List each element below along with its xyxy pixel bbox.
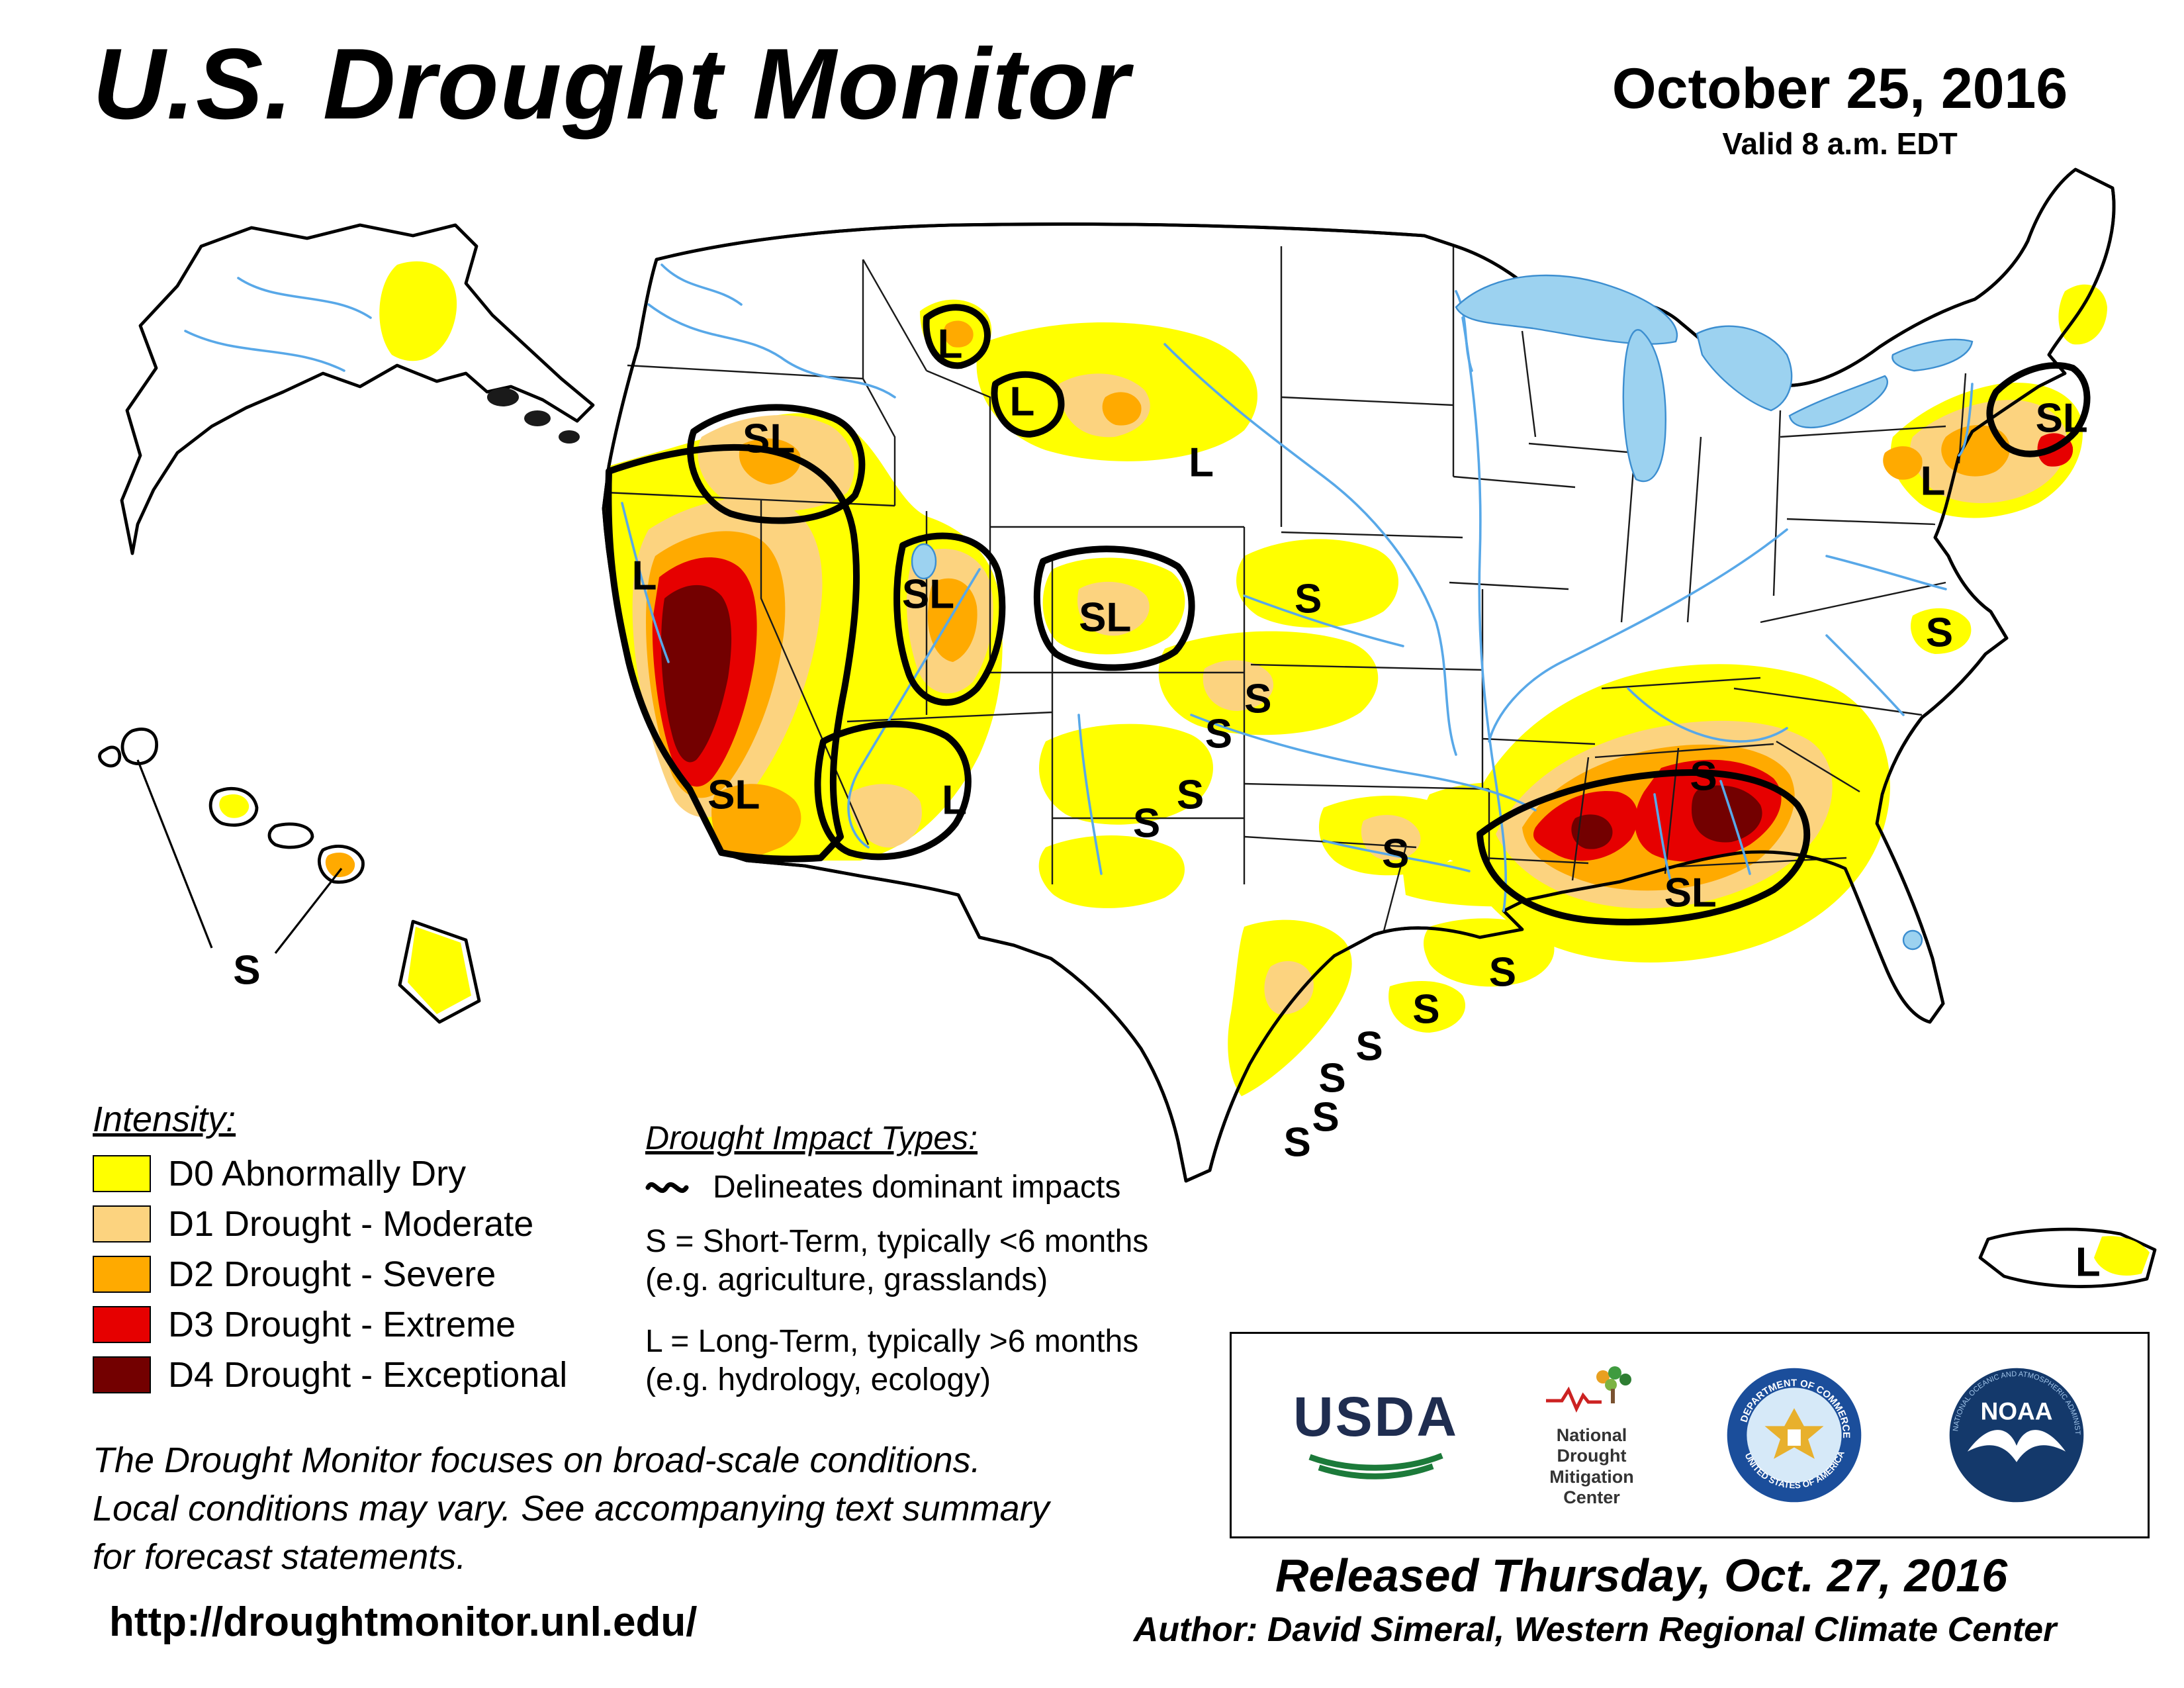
map-annotations [136,388,580,954]
state-borders [606,246,1967,934]
legend-swatch-d0 [93,1155,151,1192]
short-term-line1: S = Short-Term, typically <6 months [645,1224,1149,1259]
hawaii-pointer-line [136,759,213,949]
legend-row-d4: D4 Drought - Exceptional [93,1354,567,1395]
lake-huron [1696,325,1793,412]
valid-time: Valid 8 a.m. EDT [1722,126,1958,161]
disclaimer-line1: The Drought Monitor focuses on broad-sca… [93,1440,981,1480]
lake-okeechobee [1902,929,1923,951]
agency-logo-box: USDA National Drought Mitigation Center [1230,1332,2150,1538]
map-date: October 25, 2016 [1612,57,2068,120]
ndmc-text-line2: Drought [1557,1446,1627,1466]
hawaii-kauai-shape [120,727,159,766]
lake-superior [1455,274,1678,345]
delineates-row: Delineates dominant impacts [645,1169,1214,1205]
noaa-bird-icon [1967,1430,2066,1462]
lake-erie [1788,375,1889,429]
us-border-stroke [602,167,2116,1183]
legend-swatch-d3 [93,1306,151,1343]
disclaimer-text: The Drought Monitor focuses on broad-sca… [93,1436,1050,1581]
legend-row-d0: D0 Abnormally Dry [93,1153,567,1194]
long-term-line2: (e.g. hydrology, ecology) [645,1362,991,1397]
alaska-island-icon [559,430,580,444]
lake-ontario [1891,338,1974,372]
hawaii-pointer-line [274,868,343,954]
legend-swatch-d4 [93,1356,151,1393]
ndmc-text-line1: National [1556,1425,1627,1446]
date-block: October 25, 2016 Valid 8 a.m. EDT [1542,56,2138,162]
impact-contours [605,304,2091,925]
doc-shield-icon [1788,1429,1801,1446]
ndmc-logo: National Drought Mitigation Center [1542,1362,1641,1507]
legend-row-d2: D2 Drought - Severe [93,1254,567,1295]
legend-label-d4: D4 Drought - Exceptional [168,1355,568,1395]
lakes [911,274,1974,951]
author-credit: Author: David Simeral, Western Regional … [1133,1611,2057,1649]
legend-label-d3: D3 Drought - Extreme [168,1305,516,1344]
alaska-island-icon [487,388,519,406]
alaska-shape [120,223,595,555]
usda-swoosh-icon [1308,1452,1443,1479]
intensity-legend: Intensity: D0 Abnormally Dry D1 Drought … [93,1099,567,1405]
legend-label-d2: D2 Drought - Severe [168,1254,496,1294]
great-salt-lake [911,543,937,580]
short-term-line2: (e.g. agriculture, grasslands) [645,1262,1048,1297]
impact-types-panel: Drought Impact Types: Delineates dominan… [645,1119,1214,1399]
ndmc-tree-icon [1545,1366,1631,1413]
legend-row-d1: D1 Drought - Moderate [93,1203,567,1244]
legend-heading: Intensity: [93,1100,236,1139]
long-term-line1: L = Long-Term, typically >6 months [645,1324,1139,1360]
hawaii-niihau-shape [98,745,122,768]
released-date: Released Thursday, Oct. 27, 2016 [1275,1550,2008,1601]
noaa-logo-text: NOAA [1980,1397,2052,1425]
delineates-text: Delineates dominant impacts [713,1170,1121,1205]
legend-label-d1: D1 Drought - Moderate [168,1204,534,1244]
department-of-commerce-seal: DEPARTMENT OF COMMERCE UNITED STATES OF … [1727,1368,1862,1503]
disclaimer-line2: Local conditions may vary. See accompany… [93,1488,1050,1528]
legend-swatch-d1 [93,1205,151,1243]
usda-logo: USDA [1293,1385,1459,1485]
legend-swatch-d2 [93,1256,151,1293]
noaa-seal: NATIONAL OCEANIC AND ATMOSPHERIC ADMINIS… [1947,1366,2084,1503]
ndmc-text-line3: Mitigation [1549,1466,1634,1487]
legend-label-d0: D0 Abnormally Dry [168,1154,467,1194]
lake-michigan [1622,329,1666,483]
hawaii-molokai-shape [267,822,314,849]
alaska-island-icon [524,410,551,426]
rivers [184,263,1974,912]
drought-monitor-url: http://droughtmonitor.unl.edu/ [109,1599,698,1645]
ndmc-text-line4: Center [1563,1487,1620,1507]
legend-row-d3: D3 Drought - Extreme [93,1304,567,1345]
impact-types-heading: Drought Impact Types: [645,1119,978,1156]
squiggle-icon [645,1182,689,1193]
page-title: U.S. Drought Monitor [93,28,1131,140]
disclaimer-line3: for forecast statements. [93,1536,467,1577]
usda-logo-text: USDA [1293,1385,1459,1448]
